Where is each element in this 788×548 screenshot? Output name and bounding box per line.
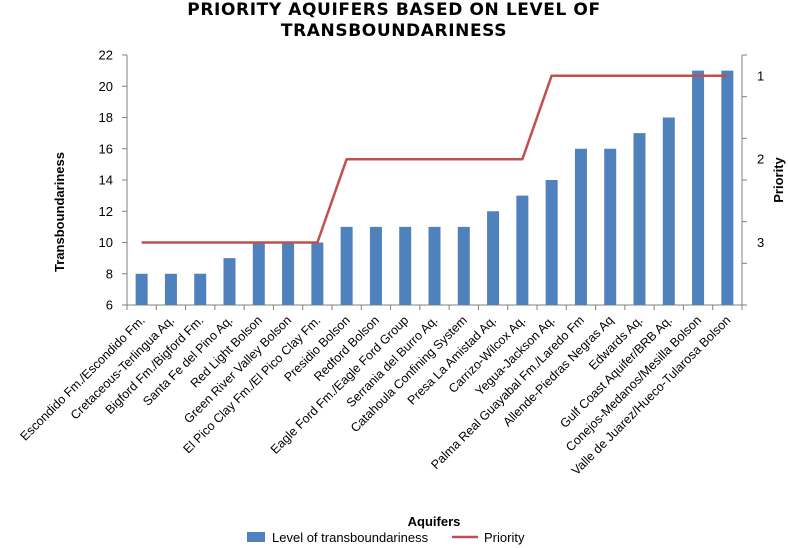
bar [574, 148, 587, 305]
bar [164, 273, 177, 305]
legend: Level of transboundariness Priority [247, 530, 525, 545]
y2-tick-label: 1 [757, 68, 764, 83]
bar [311, 242, 324, 305]
y-tick-label: 12 [99, 204, 113, 219]
bar [369, 226, 382, 305]
y-tick-label: 10 [99, 235, 113, 250]
y-tick-label: 20 [99, 79, 113, 94]
bar [633, 133, 646, 305]
y2-tick-label: 2 [757, 152, 764, 167]
bar [721, 70, 734, 305]
x-axis-title: Aquifers [408, 514, 461, 529]
chart-title-line-2: TRANSBOUNDARINESS [280, 21, 508, 41]
chart-line [141, 74, 728, 244]
y-tick-label: 14 [99, 173, 113, 188]
bar [457, 226, 470, 305]
y-axis-title: Transboundariness [52, 152, 67, 272]
bar [545, 180, 558, 305]
bar [223, 258, 236, 305]
legend-label-line: Priority [484, 530, 525, 545]
bar [662, 117, 675, 305]
y-tick-label: 18 [99, 110, 113, 125]
x-tick-label: Escondido Fm./Escondido Fm. [18, 313, 148, 443]
bar [282, 242, 295, 305]
priority-line [141, 74, 728, 244]
bar [428, 226, 441, 305]
legend-label-bars: Level of transboundariness [272, 530, 429, 545]
y-tick-label: 8 [106, 266, 113, 281]
bar [692, 70, 705, 305]
bar [252, 242, 265, 305]
bar [487, 211, 500, 305]
y-tick-label: 6 [106, 298, 113, 313]
bar [604, 148, 617, 305]
chart-title-line-1: PRIORITY AQUIFERS BASED ON LEVEL OF [187, 0, 601, 20]
y-tick-label: 22 [99, 48, 113, 63]
y2-tick-label: 3 [757, 235, 764, 250]
bar [516, 195, 529, 305]
bar [399, 226, 412, 305]
y2-axis-title: Priority [771, 156, 786, 202]
y-tick-label: 16 [99, 141, 113, 156]
chart-bars [135, 70, 734, 305]
bar [135, 273, 148, 305]
bar [194, 273, 207, 305]
legend-swatch-bars [247, 532, 265, 542]
chart-title: PRIORITY AQUIFERS BASED ON LEVEL OF TRAN… [0, 0, 788, 42]
bar [340, 226, 353, 305]
